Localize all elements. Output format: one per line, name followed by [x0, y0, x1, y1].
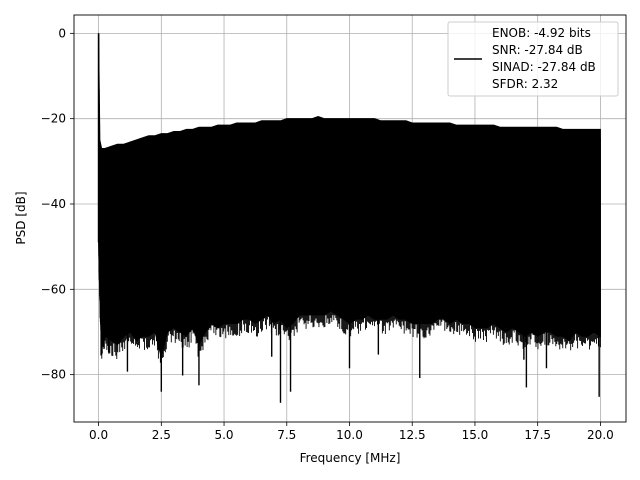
x-tick-label: 0.0: [89, 428, 108, 442]
x-axis: 0.0 2.5 5.0 7.5 10.0 12.5 15.0 17.5 20.0: [89, 422, 614, 442]
y-tick-label: −80: [41, 368, 66, 382]
legend-entry-enob: ENOB: -4.92 bits: [492, 26, 591, 40]
legend-entry-sfdr: SFDR: 2.32: [492, 77, 558, 91]
x-tick-label: 7.5: [277, 428, 296, 442]
y-tick-label: −40: [41, 197, 66, 211]
x-tick-label: 12.5: [399, 428, 426, 442]
y-axis: 0 −20 −40 −60 −80: [41, 26, 74, 382]
y-tick-label: −20: [41, 112, 66, 126]
legend: ENOB: -4.92 bits SNR: -27.84 dB SINAD: -…: [447, 21, 619, 97]
y-axis-label: PSD [dB]: [14, 191, 28, 244]
x-axis-label: Frequency [MHz]: [300, 451, 401, 465]
plot-region: [97, 33, 601, 403]
x-tick-label: 20.0: [587, 428, 614, 442]
plot-frame: [73, 14, 627, 423]
legend-entry-snr: SNR: -27.84 dB: [492, 43, 583, 57]
legend-box: [447, 21, 619, 97]
x-tick-label: 15.0: [462, 428, 489, 442]
x-tick-label: 2.5: [152, 428, 171, 442]
legend-entry-sinad: SINAD: -27.84 dB: [492, 60, 596, 74]
y-tick-label: 0: [58, 26, 66, 40]
y-tick-label: −60: [41, 282, 66, 296]
x-tick-label: 17.5: [524, 428, 551, 442]
x-tick-label: 5.0: [214, 428, 233, 442]
x-tick-label: 10.0: [336, 428, 363, 442]
